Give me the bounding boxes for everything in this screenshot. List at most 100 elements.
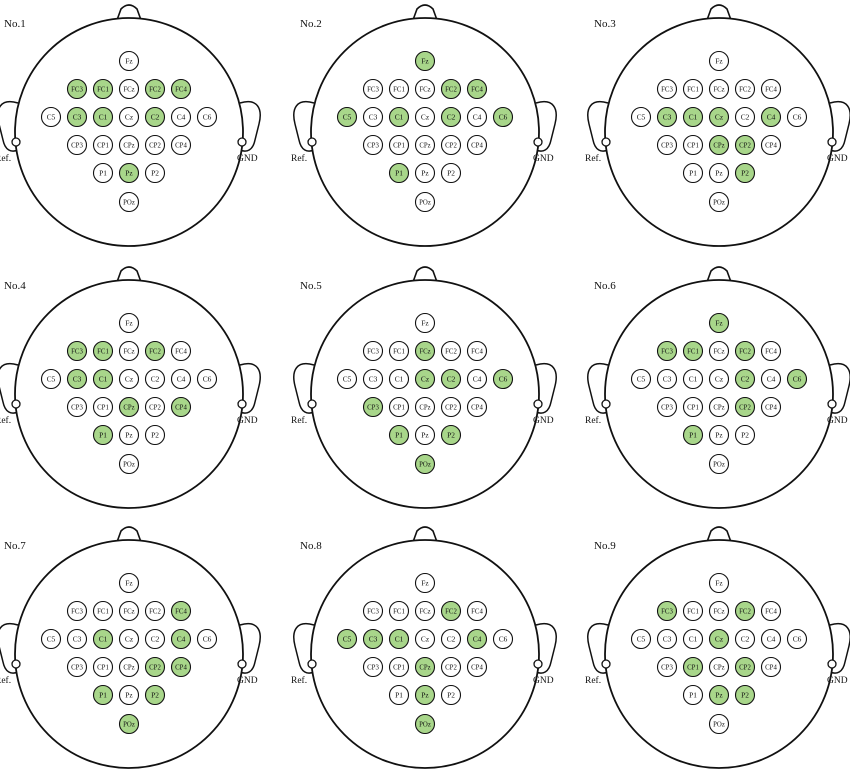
electrode-fc1: FC1 (388, 340, 410, 362)
ground-label: GND (827, 154, 848, 164)
electrode-fc4: FC4 (170, 78, 192, 100)
electrode-marker (118, 600, 140, 622)
electrode-fc4: FC4 (170, 340, 192, 362)
electrode-fc3: FC3 (362, 78, 384, 100)
electrode-p2: P2 (440, 684, 462, 706)
reference-electrode-marker (11, 137, 21, 147)
electrode-label: P1 (99, 431, 107, 440)
electrode-label: FC1 (687, 609, 699, 616)
electrode-marker (414, 134, 436, 156)
electrode-p2: P2 (144, 162, 166, 184)
electrode-marker (440, 684, 462, 706)
electrode-marker (118, 134, 140, 156)
electrode-marker (466, 396, 488, 418)
panel-label: No.1 (4, 18, 26, 30)
electrode-marker (708, 628, 730, 650)
electrode-label: CPz (419, 405, 430, 412)
electrode-fz: Fz (414, 312, 436, 334)
electrode-label: Fz (715, 319, 723, 328)
electrode-marker (630, 106, 652, 128)
electrode-label: FC2 (739, 349, 751, 356)
electrode-marker (760, 656, 782, 678)
reference-label: Ref. (291, 415, 307, 426)
electrode-label: P1 (395, 169, 403, 178)
head-diagram: Ref. GND Fz FC3 FC1 FCz FC2 FC4 C5 C3 C1 Cz C2 C4 C6 CP… (585, 266, 850, 509)
electrode-label: Fz (715, 57, 723, 66)
electrode-label: FC3 (71, 87, 83, 94)
electrode-label: C5 (47, 113, 56, 122)
electrode-label: C6 (499, 635, 508, 644)
electrode-marker (414, 453, 436, 475)
electrode-cp2: CP2 (440, 656, 462, 678)
electrode-label: FC1 (393, 87, 405, 94)
electrode-label: CP2 (445, 665, 457, 672)
electrode-label: C1 (395, 375, 404, 384)
electrode-cp3: CP3 (656, 134, 678, 156)
nose-outline (706, 4, 732, 21)
electrode-c2: C2 (734, 628, 756, 650)
electrode-marker (144, 600, 166, 622)
electrode-marker (170, 396, 192, 418)
electrode-marker (440, 134, 462, 156)
electrode-label: FC3 (661, 87, 673, 94)
electrode-fz: Fz (708, 312, 730, 334)
electrode-label: C4 (177, 113, 186, 122)
electrode-label: C3 (369, 113, 378, 122)
panel-label: No.7 (4, 540, 26, 552)
electrode-c6: C6 (196, 368, 218, 390)
ground-label: GND (827, 676, 848, 686)
electrode-label: Pz (125, 431, 133, 440)
electrode-label: P1 (395, 431, 403, 440)
electrode-label: P2 (741, 169, 749, 178)
electrode-label: P2 (447, 169, 455, 178)
electrode-label: CPz (713, 665, 724, 672)
electrode-label: CP2 (739, 665, 751, 672)
electrode-label: Cz (715, 635, 724, 644)
electrode-fc3: FC3 (66, 78, 88, 100)
electrode-label: C6 (499, 375, 508, 384)
reference-electrode-marker (601, 137, 611, 147)
electrode-label: C5 (343, 375, 352, 384)
electrode-label: FC3 (367, 87, 379, 94)
electrode-fcz: FCz (414, 78, 436, 100)
electrode-marker (492, 628, 514, 650)
electrode-label: Cz (125, 375, 134, 384)
electrode-marker (760, 368, 782, 390)
electrode-cp1: CP1 (682, 134, 704, 156)
electrode-label: CP4 (765, 405, 777, 412)
electrode-marker (388, 162, 410, 184)
head-diagram: Ref. GND Fz FC3 FC1 FCz FC2 FC4 C5 C3 C1 Cz C2 C4 C6 CP… (291, 526, 557, 769)
electrode-p2: P2 (440, 162, 462, 184)
reference-label: Ref. (0, 415, 11, 426)
electrode-c5: C5 (40, 368, 62, 390)
electrode-label: Pz (421, 431, 429, 440)
electrode-c4: C4 (760, 106, 782, 128)
electrode-marker (144, 684, 166, 706)
electrode-label: CP2 (445, 405, 457, 412)
electrode-fc4: FC4 (466, 78, 488, 100)
electrode-label: CP1 (687, 143, 699, 150)
electrode-marker (682, 396, 704, 418)
electrode-poz: POz (118, 713, 140, 735)
electrode-marker (440, 162, 462, 184)
electrode-cp1: CP1 (388, 656, 410, 678)
electrode-fc1: FC1 (92, 600, 114, 622)
electrode-label: C5 (343, 113, 352, 122)
electrode-label: FC2 (445, 87, 457, 94)
electrode-fc3: FC3 (362, 600, 384, 622)
electrode-label: CP2 (149, 405, 161, 412)
electrode-label: FC1 (687, 87, 699, 94)
electrode-c6: C6 (196, 628, 218, 650)
electrode-cp4: CP4 (170, 134, 192, 156)
electrode-marker (92, 106, 114, 128)
electrode-pz: Pz (414, 424, 436, 446)
electrode-fc1: FC1 (388, 78, 410, 100)
nose-outline (116, 526, 142, 543)
electrode-label: FC4 (175, 349, 187, 356)
electrode-marker (708, 191, 730, 213)
electrode-label: C1 (689, 113, 698, 122)
panel-label: No.6 (594, 280, 616, 292)
electrode-label: FC3 (367, 349, 379, 356)
ground-electrode-marker (533, 137, 543, 147)
electrode-c4: C4 (466, 368, 488, 390)
